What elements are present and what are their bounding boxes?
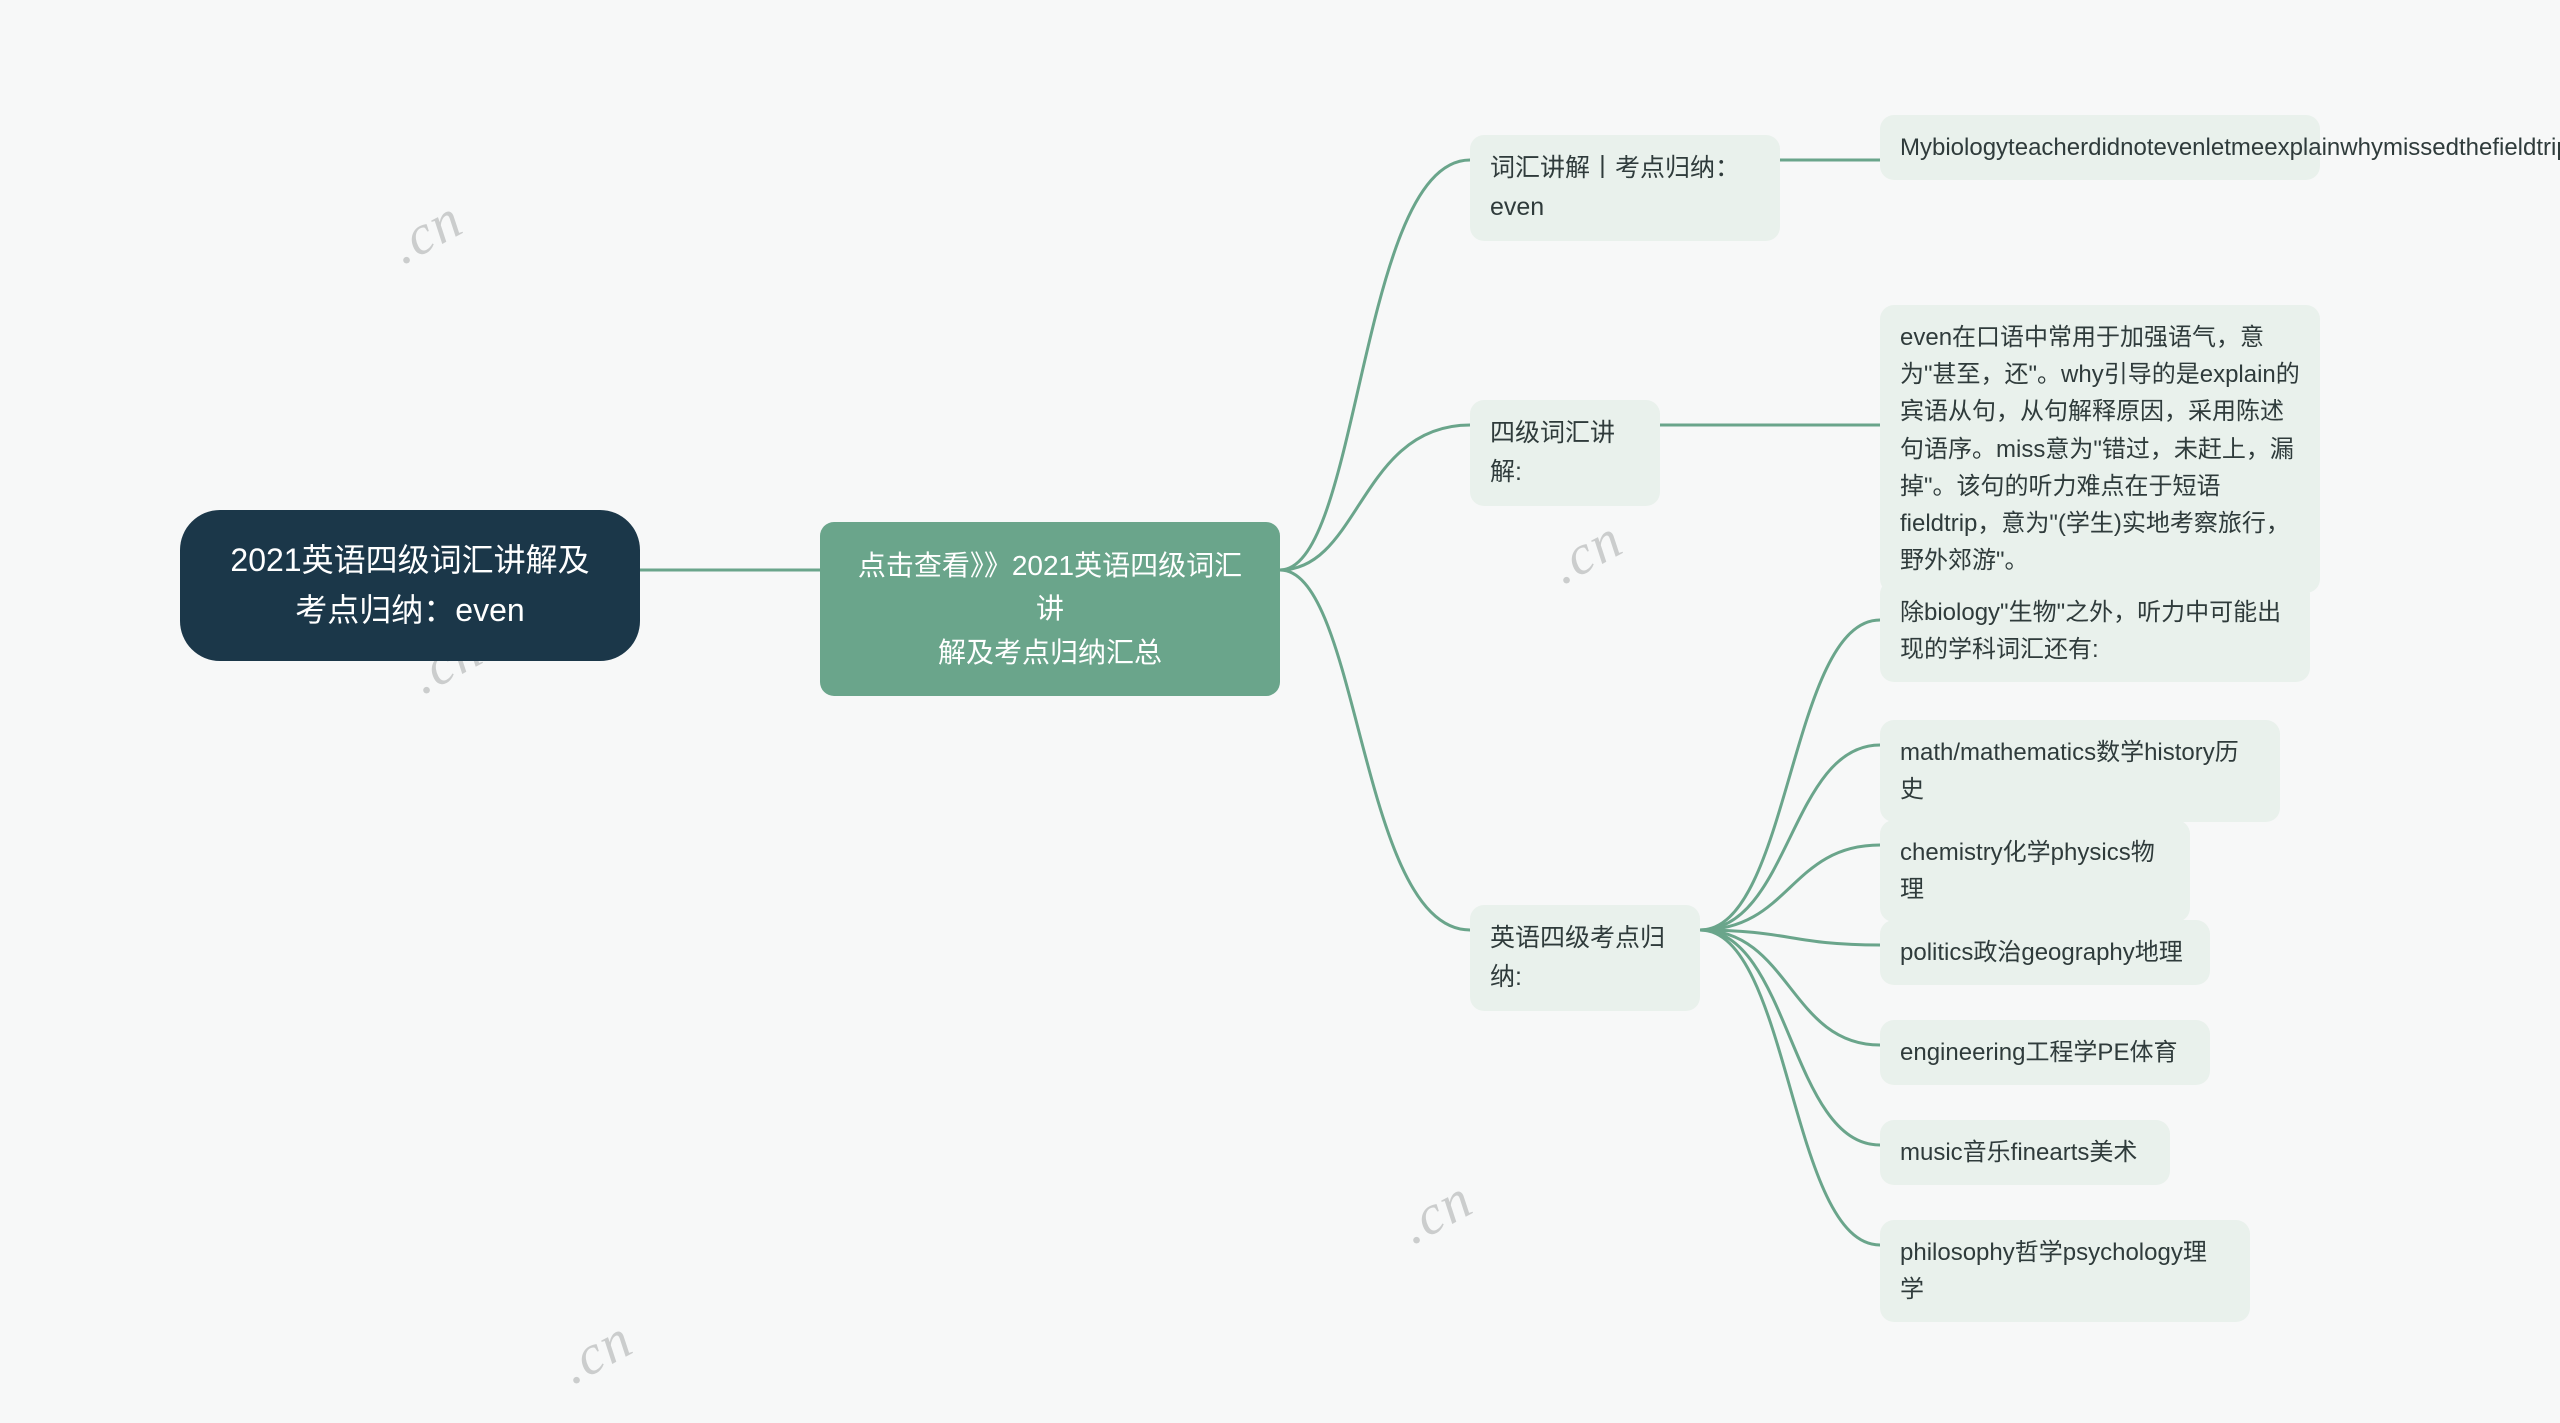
leaf-text: philosophy哲学psychology理学: [1900, 1239, 2207, 1303]
leaf-text: 除biology"生物"之外，听力中可能出现的学科词汇还有:: [1900, 599, 2281, 663]
leaf-node-2-1[interactable]: math/mathematics数学history历史: [1880, 720, 2280, 822]
leaf-text: engineering工程学PE体育: [1900, 1039, 2177, 1066]
level1-line1: 点击查看》》2021英语四级词汇讲: [848, 544, 1252, 631]
root-node[interactable]: 2021英语四级词汇讲解及 考点归纳：even: [180, 510, 640, 661]
leaf-text: Mybiologyteacherdidnotevenletmeexplainwh…: [1900, 134, 2560, 161]
root-line2: 考点归纳：even: [220, 586, 600, 636]
leaf-node-2-2[interactable]: chemistry化学physics物理: [1880, 820, 2190, 922]
leaf-node-0-0[interactable]: Mybiologyteacherdidnotevenletmeexplainwh…: [1880, 115, 2320, 180]
branch-label: 四级词汇讲解:: [1490, 419, 1615, 486]
branch-label: 词汇讲解丨考点归纳：even: [1490, 154, 1740, 221]
leaf-node-2-0[interactable]: 除biology"生物"之外，听力中可能出现的学科词汇还有:: [1880, 580, 2310, 682]
leaf-text: chemistry化学physics物理: [1900, 839, 2155, 903]
watermark: .cn: [1539, 507, 1633, 598]
leaf-node-2-5[interactable]: music音乐finearts美术: [1880, 1120, 2170, 1185]
watermark: .cn: [379, 187, 473, 278]
watermark: .cn: [549, 1307, 643, 1398]
watermark: .cn: [1389, 1167, 1483, 1258]
leaf-node-2-3[interactable]: politics政治geography地理: [1880, 920, 2210, 985]
connectors-svg: [0, 0, 2560, 1423]
root-line1: 2021英语四级词汇讲解及: [220, 536, 600, 586]
leaf-node-2-4[interactable]: engineering工程学PE体育: [1880, 1020, 2210, 1085]
branch-node-0[interactable]: 词汇讲解丨考点归纳：even: [1470, 135, 1780, 241]
leaf-text: politics政治geography地理: [1900, 939, 2183, 966]
leaf-text: music音乐finearts美术: [1900, 1139, 2137, 1166]
level1-line2: 解及考点归纳汇总: [848, 631, 1252, 674]
leaf-node-1-0[interactable]: even在口语中常用于加强语气，意为"甚至，还"。why引导的是explain的…: [1880, 305, 2320, 593]
level1-node[interactable]: 点击查看》》2021英语四级词汇讲 解及考点归纳汇总: [820, 522, 1280, 696]
branch-label: 英语四级考点归纳:: [1490, 924, 1665, 991]
leaf-node-2-6[interactable]: philosophy哲学psychology理学: [1880, 1220, 2250, 1322]
branch-node-1[interactable]: 四级词汇讲解:: [1470, 400, 1660, 506]
leaf-text: even在口语中常用于加强语气，意为"甚至，还"。why引导的是explain的…: [1900, 324, 2300, 574]
leaf-text: math/mathematics数学history历史: [1900, 739, 2239, 803]
branch-node-2[interactable]: 英语四级考点归纳:: [1470, 905, 1700, 1011]
